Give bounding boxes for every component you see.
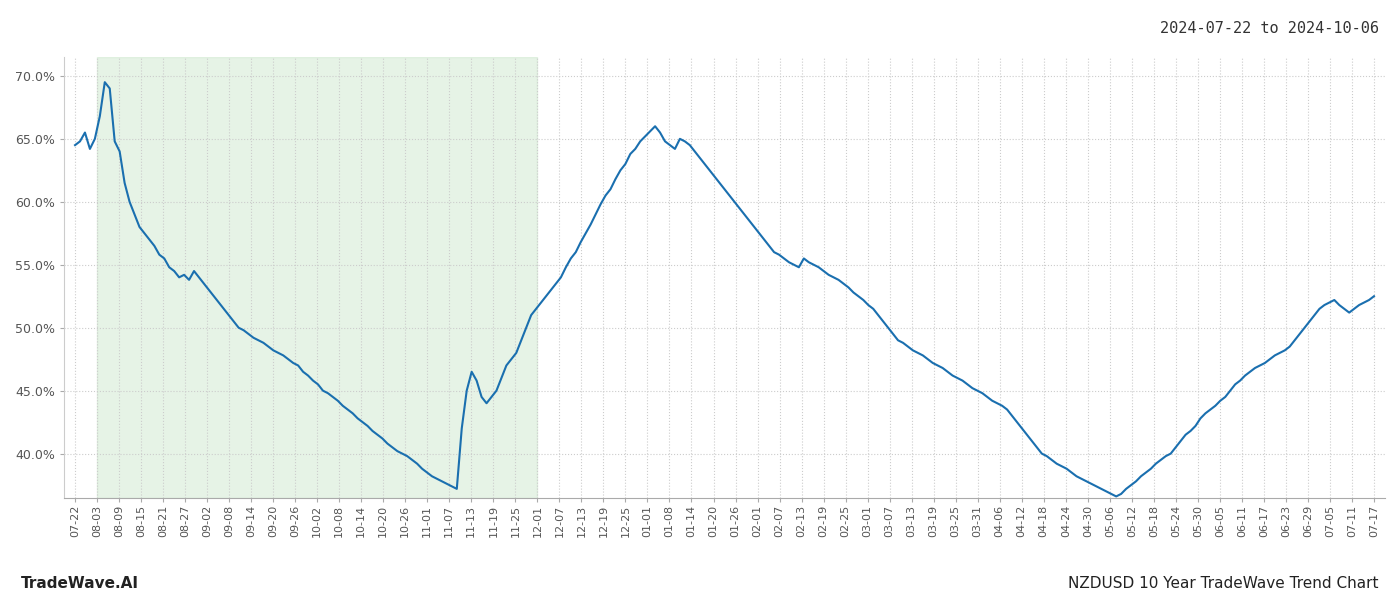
Text: 2024-07-22 to 2024-10-06: 2024-07-22 to 2024-10-06 (1161, 21, 1379, 36)
Text: TradeWave.AI: TradeWave.AI (21, 576, 139, 591)
Bar (97, 57, 538, 497)
Text: NZDUSD 10 Year TradeWave Trend Chart: NZDUSD 10 Year TradeWave Trend Chart (1068, 576, 1379, 591)
